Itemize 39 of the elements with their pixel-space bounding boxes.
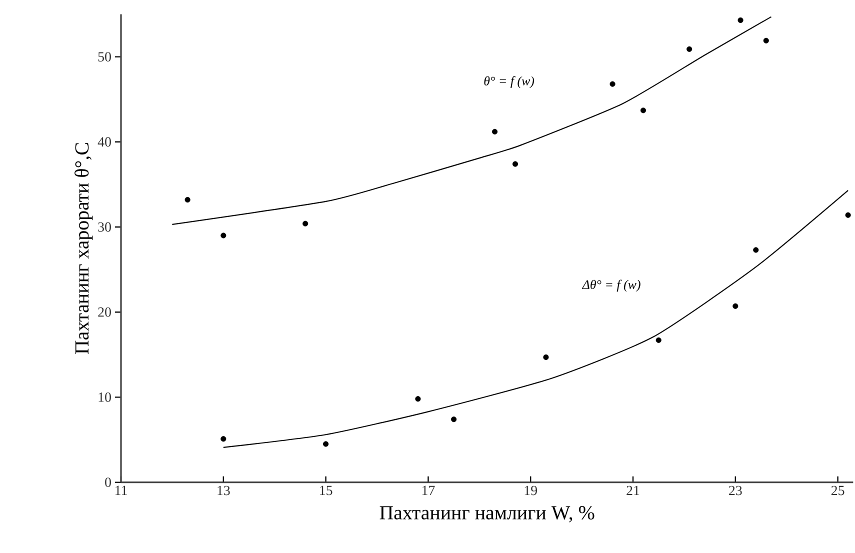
y-tick-label: 0 (105, 478, 111, 488)
x-tick-label: 21 (626, 486, 640, 496)
y-axis-title: Пахтанинг харорати θ°,C (74, 143, 93, 354)
point (323, 441, 329, 447)
line-series (222, 190, 849, 448)
annotation: θ° = f (w) (484, 76, 534, 88)
point (220, 436, 226, 442)
x-tick-label: 17 (422, 486, 435, 496)
y-tick-label: 10 (98, 392, 111, 402)
x-tick-label: 11 (116, 486, 127, 496)
x-tick-label: 13 (218, 486, 230, 496)
point (640, 108, 646, 114)
y-tick-label: 20 (98, 307, 111, 317)
y-tick-label: 50 (98, 52, 111, 62)
point (610, 81, 616, 87)
point (732, 303, 738, 309)
point (415, 396, 421, 402)
point (512, 161, 518, 167)
annotation: Δθ° = f (w) (582, 280, 640, 292)
x-tick-label: 19 (524, 486, 538, 496)
point (184, 196, 190, 203)
x-tick-label: 23 (729, 486, 742, 496)
point (753, 247, 759, 253)
point (845, 212, 851, 218)
point (543, 354, 549, 360)
point (220, 232, 226, 238)
point (451, 416, 457, 422)
y-tick-label: 30 (98, 222, 111, 232)
line-series (172, 16, 772, 225)
point (738, 17, 744, 23)
y-tick-label: 40 (98, 137, 111, 147)
point (763, 38, 769, 44)
point (686, 46, 692, 52)
point (492, 128, 498, 134)
x-tick-label: 25 (831, 486, 844, 496)
x-tick-label: 15 (320, 486, 332, 496)
point (656, 337, 662, 343)
x-axis-title: Пахтанинг намлиги W, % (380, 506, 594, 522)
point (302, 220, 308, 226)
